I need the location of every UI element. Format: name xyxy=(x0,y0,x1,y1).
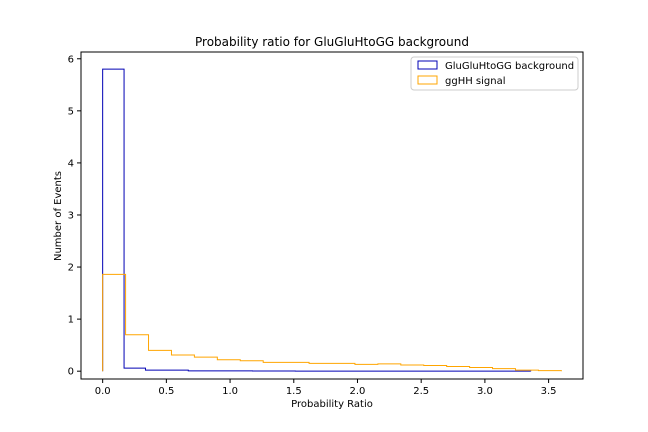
legend-label-background: GluGluHtoGG background xyxy=(445,61,574,72)
x-tick-label: 2.5 xyxy=(413,386,429,397)
x-tick-label: 1.5 xyxy=(286,386,302,397)
y-axis-label: Number of Events xyxy=(53,171,64,261)
x-tick-label: 2.0 xyxy=(350,386,366,397)
x-tick-label: 0.5 xyxy=(158,386,174,397)
x-tick-label: 0.0 xyxy=(95,386,111,397)
legend-box xyxy=(410,56,579,91)
y-tick-label: 4 xyxy=(68,158,74,169)
legend-swatch-background xyxy=(417,60,438,70)
legend-label-signal: ggHH signal xyxy=(445,76,506,87)
y-tick-label: 0 xyxy=(68,367,74,378)
y-tick-label: 1 xyxy=(68,315,74,326)
y-tick-label: 5 xyxy=(68,106,74,117)
x-tick-label: 3.0 xyxy=(477,386,493,397)
x-axis-ticks: 0.0 0.5 1.0 1.5 2.0 2.5 3.0 3.5 xyxy=(95,379,557,397)
y-tick-label: 3 xyxy=(68,210,74,221)
series-line-1 xyxy=(102,273,562,372)
y-axis-ticks: 0 1 2 3 4 5 6 xyxy=(68,54,81,378)
x-tick-label: 1.0 xyxy=(222,386,238,397)
series-line-0 xyxy=(102,68,532,372)
x-tick-label: 3.5 xyxy=(541,386,557,397)
legend: GluGluHtoGG background ggHH signal xyxy=(410,56,579,91)
series-layer xyxy=(102,68,562,372)
plot-area xyxy=(80,51,584,380)
y-tick-label: 2 xyxy=(68,263,74,274)
plot-frame xyxy=(80,51,584,380)
y-tick-label: 6 xyxy=(68,54,74,65)
legend-swatch-signal xyxy=(417,75,438,85)
x-axis-label: Probability Ratio xyxy=(291,399,373,410)
chart-title: Probability ratio for GluGluHtoGG backgr… xyxy=(195,35,469,49)
